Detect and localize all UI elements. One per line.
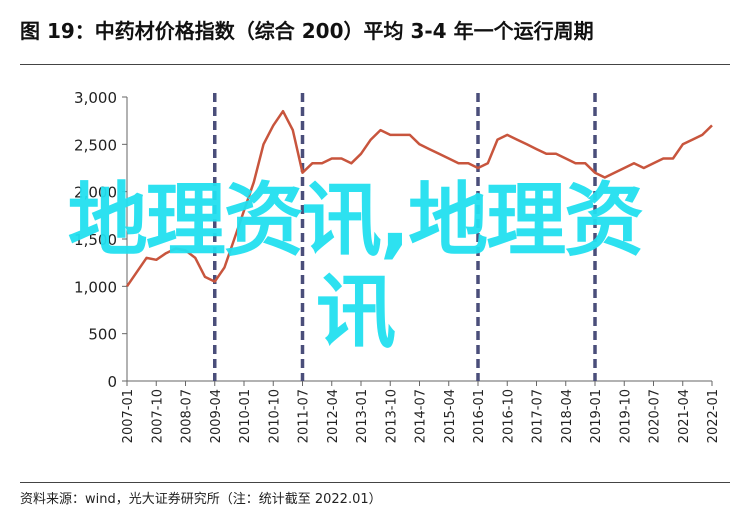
x-tick-label: 2015-04 [443, 389, 458, 443]
top-divider [20, 64, 730, 65]
x-tick-label: 2009-04 [209, 389, 224, 443]
source-note: 资料来源：wind，光大证券研究所（注：统计截至 2022.01） [20, 492, 382, 507]
x-tick-label: 2010-10 [267, 389, 282, 443]
x-tick-label: 2013-10 [384, 389, 399, 443]
y-tick-label: 3,000 [74, 89, 117, 107]
x-tick-label: 2014-07 [414, 389, 429, 443]
x-tick-label: 2007-10 [150, 389, 165, 443]
y-tick-label: 2,000 [74, 184, 117, 202]
x-tick-label: 2020-07 [648, 389, 663, 443]
x-tick-label: 2008-07 [180, 389, 195, 443]
x-tick-label: 2019-10 [618, 389, 633, 443]
y-tick-label: 0 [107, 373, 117, 391]
x-tick-labels: 2007-01 2007-10 2008-07 2009-04 2010-01 2010-… [121, 389, 721, 443]
x-tick-label: 2013-01 [355, 389, 370, 443]
price-index-line [125, 109, 713, 288]
x-tick-label: 2010-01 [238, 389, 253, 443]
series-lines [125, 109, 713, 288]
chart-axes [122, 96, 713, 386]
chart-title: 图 19：中药材价格指数（综合 200）平均 3-4 年一个运行周期 [20, 19, 594, 43]
x-tick-label: 2019-01 [589, 389, 604, 443]
x-tick-label: 2021-04 [677, 389, 692, 443]
x-tick-label: 2012-04 [326, 389, 341, 443]
bottom-divider [20, 482, 730, 483]
x-tick-label: 2007-01 [121, 389, 136, 443]
x-tick-label: 2016-10 [501, 389, 516, 443]
x-tick-label: 2017-07 [531, 389, 546, 443]
x-tick-label: 2018-04 [560, 389, 575, 443]
y-tick-labels: 0 500 1,000 1,500 2,000 2,500 3,000 [74, 89, 117, 391]
watermark-text: 地理资讯,地理资讯 [67, 174, 644, 359]
y-tick-label: 2,500 [74, 136, 117, 154]
y-tick-label: 500 [88, 326, 117, 344]
cycle-markers [213, 93, 597, 381]
x-tick-label: 2011-07 [297, 389, 312, 443]
x-tick-label: 2016-01 [472, 389, 487, 443]
y-tick-label: 1,000 [74, 278, 117, 296]
y-tick-label: 1,500 [74, 231, 117, 249]
x-tick-label: 2022-01 [706, 389, 721, 443]
